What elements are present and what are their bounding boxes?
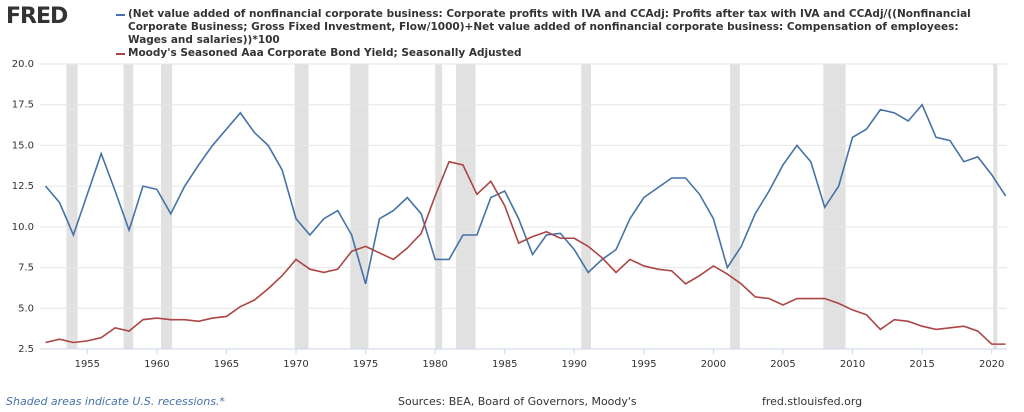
recession-band bbox=[823, 64, 846, 349]
recession-band bbox=[456, 64, 476, 349]
x-tick-label: 1970 bbox=[283, 359, 308, 370]
series-line bbox=[44, 103, 1007, 285]
x-tick-label: 1995 bbox=[631, 359, 656, 370]
y-tick-label: 15.0 bbox=[12, 140, 34, 151]
recession-band bbox=[294, 64, 309, 349]
y-tick-label: 2.5 bbox=[18, 344, 34, 355]
series-line bbox=[45, 160, 1006, 345]
logo: FRED bbox=[6, 4, 68, 29]
legend-swatch bbox=[116, 53, 125, 55]
y-tick-label: 5.0 bbox=[18, 303, 34, 314]
x-tick-label: 1955 bbox=[75, 359, 100, 370]
recession-note: Shaded areas indicate U.S. recessions.* bbox=[6, 395, 225, 408]
x-tick-label: 2015 bbox=[909, 359, 934, 370]
source: Sources: BEA, Board of Governors, Moody'… bbox=[398, 395, 637, 408]
x-tick-label: 1975 bbox=[353, 359, 378, 370]
y-tick-label: 12.5 bbox=[12, 181, 34, 192]
legend-entry: (Net value added of nonfinancial corpora… bbox=[116, 8, 996, 47]
site: fred.stlouisfed.org bbox=[762, 395, 863, 408]
y-tick-label: 10.0 bbox=[12, 222, 34, 233]
recession-band bbox=[993, 64, 998, 349]
recession-band bbox=[350, 64, 369, 349]
legend-label: Moody's Seasoned Aaa Corporate Bond Yiel… bbox=[128, 47, 522, 59]
x-tick-label: 2000 bbox=[701, 359, 726, 370]
x-tick-label: 2005 bbox=[770, 359, 795, 370]
x-tick-label: 1960 bbox=[144, 359, 169, 370]
legend-entry: Moody's Seasoned Aaa Corporate Bond Yiel… bbox=[116, 47, 996, 60]
y-tick-label: 17.5 bbox=[12, 100, 34, 111]
x-tick-label: 2010 bbox=[840, 359, 865, 370]
y-tick-label: 7.5 bbox=[18, 263, 34, 274]
legend: (Net value added of nonfinancial corpora… bbox=[116, 8, 996, 60]
x-tick-label: 1985 bbox=[492, 359, 517, 370]
recession-band bbox=[435, 64, 443, 349]
recession-band bbox=[123, 64, 134, 349]
x-tick-label: 1990 bbox=[562, 359, 587, 370]
x-tick-label: 2020 bbox=[979, 359, 1004, 370]
recession-band bbox=[730, 64, 740, 349]
x-tick-label: 1980 bbox=[422, 359, 447, 370]
recession-band bbox=[581, 64, 591, 349]
legend-label: (Net value added of nonfinancial corpora… bbox=[128, 8, 971, 46]
recession-band bbox=[66, 64, 78, 349]
legend-swatch bbox=[116, 14, 125, 16]
y-tick-label: 20.0 bbox=[12, 59, 34, 70]
x-tick-label: 1965 bbox=[214, 359, 239, 370]
